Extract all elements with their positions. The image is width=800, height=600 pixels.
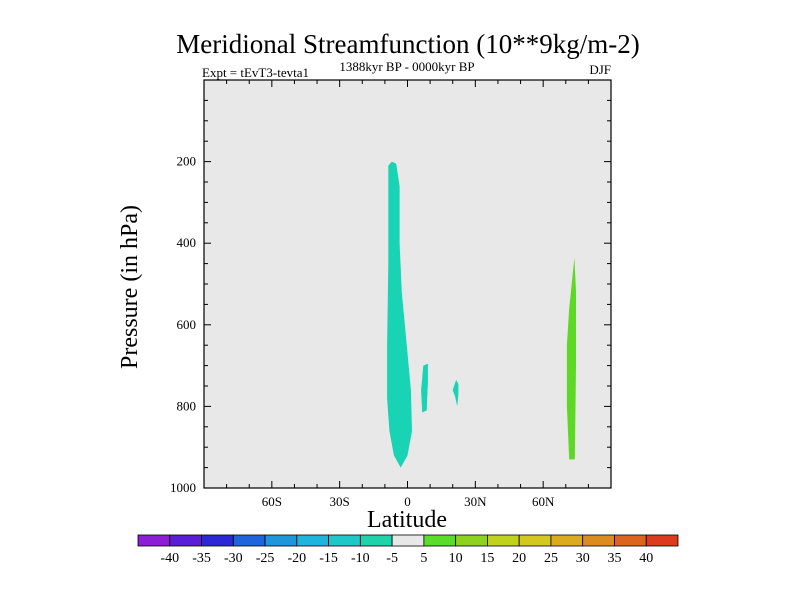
colorbar-swatch xyxy=(359,534,393,547)
colorbar-label: 10 xyxy=(449,551,463,566)
x-axis: 60S 30S 0 30N 60N xyxy=(203,80,612,509)
x-tick-label: 60N xyxy=(532,494,555,509)
y-tick-label: 800 xyxy=(177,398,197,413)
colorbar-label: 35 xyxy=(607,551,621,566)
colorbar-label: -40 xyxy=(160,551,179,566)
colorbar-swatch xyxy=(169,534,202,547)
chart-subtitle: 1388kyr BP - 0000kyr BP xyxy=(339,59,474,74)
chart-title: Meridional Streamfunction (10**9kg/m-2) xyxy=(176,29,639,59)
x-tick-label: 30S xyxy=(330,494,350,509)
colorbar-label: -10 xyxy=(351,551,370,566)
season-label: DJF xyxy=(589,62,611,77)
x-tick-label: 0 xyxy=(404,494,411,509)
colorbar-label: -15 xyxy=(319,551,338,566)
contour-layer xyxy=(387,161,576,468)
colorbar-label: -5 xyxy=(386,551,398,566)
colorbar-swatch xyxy=(296,534,329,547)
colorbar-label: 40 xyxy=(639,551,653,566)
contour-equatorial-negative-cell xyxy=(387,161,412,468)
y-axis: 200 400 600 800 1000 xyxy=(170,79,611,495)
y-tick-label: 200 xyxy=(177,154,197,169)
colorbar-label: -30 xyxy=(224,551,243,566)
colorbar-swatch xyxy=(518,534,552,547)
colorbar-swatch xyxy=(264,534,298,547)
colorbar-label: -20 xyxy=(287,551,306,566)
x-tick-label: 60S xyxy=(262,494,282,509)
colorbar-swatch xyxy=(328,534,361,547)
contour-small-cell-22N xyxy=(452,379,459,407)
colorbar-swatch xyxy=(201,534,234,547)
colorbar-swatch xyxy=(232,534,266,547)
y-tick-label: 600 xyxy=(177,317,197,332)
colorbar-label: 15 xyxy=(480,551,494,566)
colorbar-label: 20 xyxy=(512,551,526,566)
x-axis-label: Latitude xyxy=(367,507,447,533)
colorbar-swatch xyxy=(614,534,647,547)
y-tick-label: 400 xyxy=(177,235,197,250)
colorbar-label: -35 xyxy=(192,551,211,566)
colorbar-swatch xyxy=(582,534,615,547)
y-tick-label: 1000 xyxy=(170,480,196,495)
y-axis-label: Pressure (in hPa) xyxy=(117,205,143,369)
colorbar-swatch xyxy=(487,534,520,547)
contour-positive-cell-73N xyxy=(566,257,576,460)
colorbar-swatch xyxy=(391,534,425,547)
colorbar: -40 -35 -30 -25 -20 -15 -10 -5 5 10 15 20 25 30 35 40 xyxy=(137,534,679,566)
colorbar-label: 25 xyxy=(544,551,558,566)
contour-small-cell-7N xyxy=(421,363,428,413)
experiment-label: Expt = tEvT3-tevta1 xyxy=(202,65,309,80)
colorbar-swatch xyxy=(423,534,457,547)
colorbar-swatch xyxy=(455,534,488,547)
colorbar-swatch xyxy=(550,534,584,547)
colorbar-label: 5 xyxy=(420,551,427,566)
colorbar-swatch xyxy=(645,534,679,547)
x-tick-label: 30N xyxy=(464,494,487,509)
colorbar-label: -25 xyxy=(256,551,275,566)
colorbar-label: 30 xyxy=(576,551,590,566)
colorbar-swatch xyxy=(137,534,171,547)
